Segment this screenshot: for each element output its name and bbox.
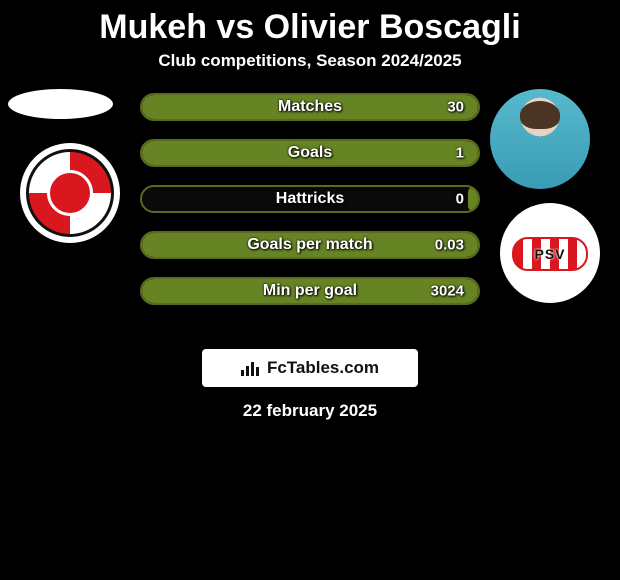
subtitle: Club competitions, Season 2024/2025 — [0, 51, 620, 81]
stat-bars: Matches 30 Goals 1 Hattricks 0 Goals per match… — [140, 93, 480, 323]
stat-value-right: 30 — [447, 99, 464, 116]
stat-bar: Goals per match 0.03 — [140, 231, 480, 259]
club-left-badge — [20, 143, 120, 243]
bar-fill-right — [468, 187, 478, 211]
date-text: 22 february 2025 — [0, 401, 620, 421]
club-right-badge — [500, 203, 600, 303]
stat-bar: Min per goal 3024 — [140, 277, 480, 305]
stat-label: Min per goal — [263, 282, 357, 300]
brand-text: FcTables.com — [267, 358, 379, 378]
stats-area: Matches 30 Goals 1 Hattricks 0 Goals per match… — [0, 81, 620, 341]
stat-label: Goals — [288, 144, 332, 162]
player-right-avatar — [490, 89, 590, 189]
stat-label: Hattricks — [276, 190, 344, 208]
player-left-avatar — [8, 89, 113, 119]
stat-label: Matches — [278, 98, 342, 116]
stat-value-right: 0.03 — [435, 237, 464, 254]
comparison-card: Mukeh vs Olivier Boscagli Club competiti… — [0, 0, 620, 450]
bar-chart-icon — [241, 360, 261, 376]
page-title: Mukeh vs Olivier Boscagli — [0, 0, 620, 51]
stat-value-right: 3024 — [431, 283, 464, 300]
stat-bar: Matches 30 — [140, 93, 480, 121]
stat-value-right: 0 — [456, 191, 464, 208]
stat-label: Goals per match — [247, 236, 372, 254]
stat-bar: Goals 1 — [140, 139, 480, 167]
brand-box: FcTables.com — [202, 349, 418, 387]
psv-badge-icon — [512, 237, 588, 271]
stat-value-right: 1 — [456, 145, 464, 162]
utrecht-badge-icon — [26, 149, 114, 237]
stat-bar: Hattricks 0 — [140, 185, 480, 213]
